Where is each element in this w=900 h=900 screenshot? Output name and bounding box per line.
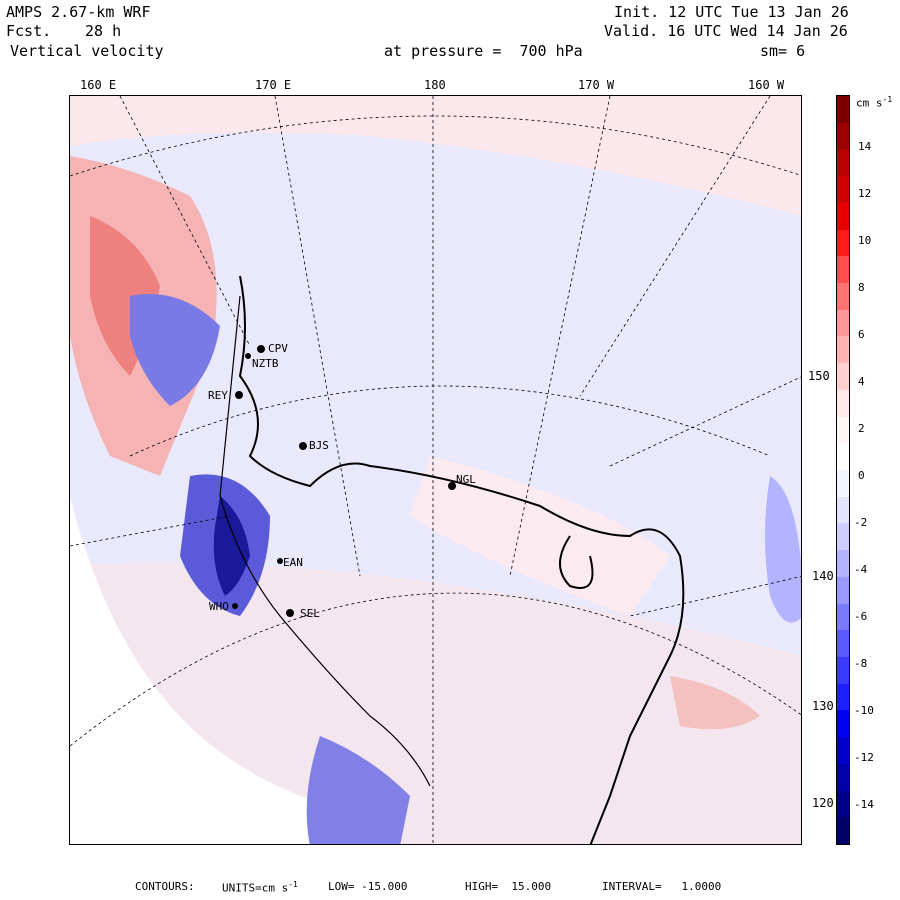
model-title: AMPS 2.67-km WRF <box>6 3 151 21</box>
negative-velocity-patch-south <box>306 736 410 844</box>
colorbar-tick-label: -4 <box>854 563 868 576</box>
station-bjs: BJS <box>309 439 329 452</box>
lon-label-160w: 160 W <box>748 78 785 92</box>
vertical-velocity-map <box>69 95 802 845</box>
station-nztb: NZTB <box>252 357 279 370</box>
colorbar-segment <box>837 309 849 337</box>
colorbar-segment <box>837 523 849 551</box>
colorbar-tick-label: -14 <box>854 798 874 811</box>
colorbar-tick-label: 12 <box>858 187 872 200</box>
footer-units: UNITS=cm s-1 <box>222 880 298 895</box>
station-rey: REY <box>208 389 228 402</box>
graticule <box>70 96 801 844</box>
colorbar-segment <box>837 710 849 738</box>
station-cpv: CPV <box>268 342 288 355</box>
colorbar-segment <box>837 550 849 578</box>
colorbar-segment <box>837 149 849 177</box>
colorbar-segment <box>837 416 849 444</box>
station-who: WHO <box>209 600 229 613</box>
lon-label-180: 180 <box>424 78 446 92</box>
forecast-hour: 28 h <box>85 22 122 40</box>
station-sel: SEL <box>300 607 320 620</box>
colorbar-segment <box>837 443 849 471</box>
map-canvas <box>70 96 801 844</box>
colorbar-segment <box>837 737 849 765</box>
colorbar-tick-label: -8 <box>854 657 868 670</box>
colorbar-segment <box>837 683 849 711</box>
lon-label-170w: 170 W <box>578 78 615 92</box>
colorbar-segment <box>837 96 849 124</box>
colorbar-segment <box>837 817 849 845</box>
colorbar-segment <box>837 122 849 150</box>
pink-field-north <box>70 96 801 216</box>
colorbar-segment <box>837 496 849 524</box>
colorbar-tick-label: 14 <box>858 140 872 153</box>
colorbar-tick-label: 10 <box>858 234 872 247</box>
lon-label-160e: 160 E <box>80 78 117 92</box>
lon-label-170e: 170 E <box>255 78 292 92</box>
colorbar-tick-label: -10 <box>854 704 874 717</box>
colorbar-segment <box>837 763 849 792</box>
colorbar-tick-label: 8 <box>858 281 865 294</box>
smoothing-value: sm= 6 <box>760 42 806 60</box>
colorbar-segment <box>837 202 849 231</box>
colorbar-segment <box>837 630 849 658</box>
negative-velocity-patch-1 <box>130 294 220 406</box>
forecast-label: Fcst. <box>6 22 52 40</box>
colorbar-segment <box>837 176 849 204</box>
negative-velocity-patch-east <box>765 476 801 623</box>
colorbar-segment <box>837 657 849 685</box>
colorbar-tick-label: 2 <box>858 422 865 435</box>
colorbar-unit: cm s-1 <box>856 95 893 110</box>
island-outline <box>559 535 594 589</box>
footer-contours: CONTOURS: <box>135 880 195 893</box>
colorbar-segment <box>837 603 849 631</box>
field-name: Vertical velocity <box>10 42 164 60</box>
colorbar <box>836 95 850 845</box>
pressure-level: at pressure = 700 hPa <box>384 42 583 60</box>
colorbar-segment <box>837 363 849 391</box>
footer-low: LOW= -15.000 <box>328 880 408 893</box>
station-markers <box>232 345 456 617</box>
positive-velocity-patch-east <box>670 676 760 730</box>
colorbar-segment <box>837 470 849 498</box>
coastline <box>238 275 685 844</box>
colorbar-segment <box>837 229 849 257</box>
colorbar-tick-label: 0 <box>858 469 865 482</box>
colorbar-segment <box>837 790 849 818</box>
colorbar-tick-label: -12 <box>854 751 874 764</box>
zero-region-lower-left <box>70 496 370 844</box>
colorbar-segment <box>837 389 849 418</box>
valid-time: Valid. 16 UTC Wed 14 Jan 26 <box>604 22 848 40</box>
colorbar-tick-label: -6 <box>854 610 868 623</box>
colorbar-segment <box>837 336 849 364</box>
pink-field-center <box>410 456 670 616</box>
colorbar-segment <box>837 283 849 311</box>
grounding-line <box>219 295 431 787</box>
footer-high: HIGH= 15.000 <box>465 880 552 893</box>
footer-interval: INTERVAL= 1.0000 <box>602 880 722 893</box>
colorbar-segment <box>837 576 849 605</box>
init-time: Init. 12 UTC Tue 13 Jan 26 <box>614 3 849 21</box>
colorbar-tick-label: 6 <box>858 328 865 341</box>
colorbar-tick-label: -2 <box>854 516 868 529</box>
negative-velocity-core <box>213 496 250 596</box>
station-ngl: NGL <box>456 473 476 486</box>
station-ean: EAN <box>283 556 303 569</box>
colorbar-segment <box>837 256 849 284</box>
colorbar-tick-label: 4 <box>858 375 865 388</box>
